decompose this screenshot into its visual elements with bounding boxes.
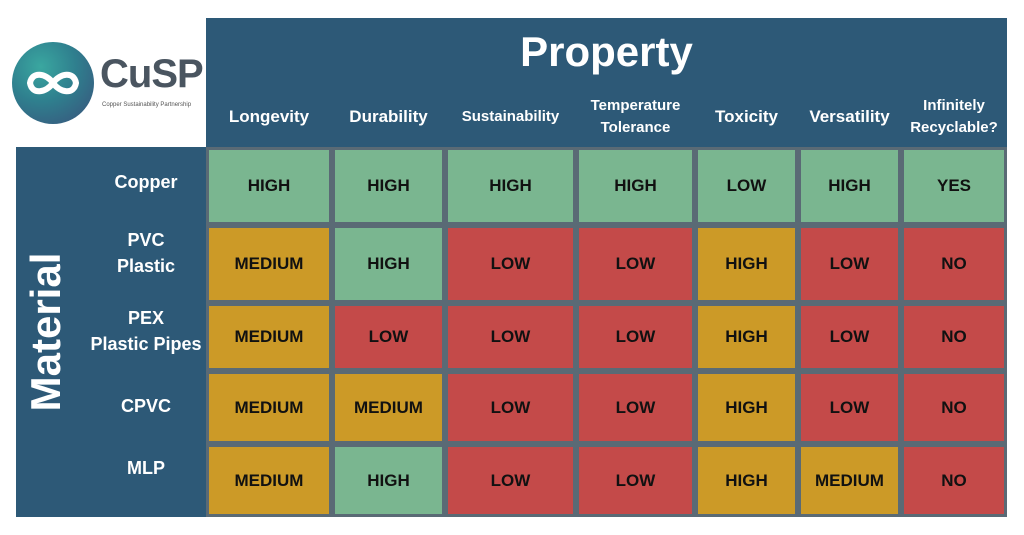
header-band [206, 18, 1007, 147]
cusp-logo: CuSP Copper Sustainability Partnership [10, 38, 204, 128]
rating-cell: HIGH [579, 150, 692, 222]
rating-cell: LOW [801, 374, 898, 441]
column-header: Toxicity [715, 107, 778, 126]
rating-cell: HIGH [698, 306, 795, 368]
rating-cell: HIGH [698, 374, 795, 441]
material-label-text: Material [22, 252, 69, 412]
material-label: Material [16, 147, 76, 517]
row-header: Copper [114, 172, 178, 192]
row-header: MLP [127, 458, 165, 478]
comparison-grid: HIGH HIGH HIGH HIGH LOW HIGH YES MEDIUM HIGH LOW L… [206, 147, 1007, 517]
column-header: Sustainability [461, 108, 560, 125]
rating-cell: NO [904, 228, 1004, 300]
rating-cell: NO [904, 447, 1004, 514]
rating-cell: NO [904, 306, 1004, 368]
column-header: Durability [349, 107, 428, 126]
rating-cell: LOW [448, 228, 573, 300]
rating-cell: HIGH [698, 447, 795, 514]
row-header: PEX Plastic Pipes [90, 308, 202, 354]
rating-cell: MEDIUM [209, 228, 329, 300]
rating-cell: YES [904, 150, 1004, 222]
column-header: Versatility [809, 107, 890, 126]
row-header: CPVC [120, 396, 171, 416]
rating-cell: HIGH [335, 447, 442, 514]
rating-cell: MEDIUM [209, 374, 329, 441]
rating-cell: MEDIUM [335, 374, 442, 441]
rating-cell: LOW [579, 374, 692, 441]
rating-cell: MEDIUM [209, 306, 329, 368]
rating-cell: MEDIUM [209, 447, 329, 514]
property-title: Property [520, 28, 693, 75]
logo-subtitle: Copper Sustainability Partnership [102, 102, 192, 108]
rating-cell: HIGH [335, 228, 442, 300]
rating-cell: HIGH [448, 150, 573, 222]
rating-cell: LOW [579, 306, 692, 368]
rating-cell: MEDIUM [801, 447, 898, 514]
rating-cell: HIGH [209, 150, 329, 222]
rating-cell: LOW [448, 374, 573, 441]
rating-cell: LOW [579, 447, 692, 514]
rating-cell: NO [904, 374, 1004, 441]
rating-cell: LOW [448, 306, 573, 368]
column-header: Longevity [228, 107, 310, 126]
rating-cell: LOW [448, 447, 573, 514]
rating-cell: HIGH [335, 150, 442, 222]
rating-cell: HIGH [698, 228, 795, 300]
row-header: PVC Plastic [116, 230, 176, 276]
logo-name: CuSP [100, 52, 204, 96]
rating-cell: LOW [579, 228, 692, 300]
column-header: Temperature Tolerance [590, 97, 681, 136]
infinity-logo-icon [12, 42, 94, 124]
rating-cell: LOW [698, 150, 795, 222]
rating-cell: HIGH [801, 150, 898, 222]
side-band [16, 147, 206, 517]
rating-cell: LOW [801, 228, 898, 300]
rating-cell: LOW [335, 306, 442, 368]
column-header: Infinitely Recyclable? [910, 97, 998, 136]
rating-cell: LOW [801, 306, 898, 368]
